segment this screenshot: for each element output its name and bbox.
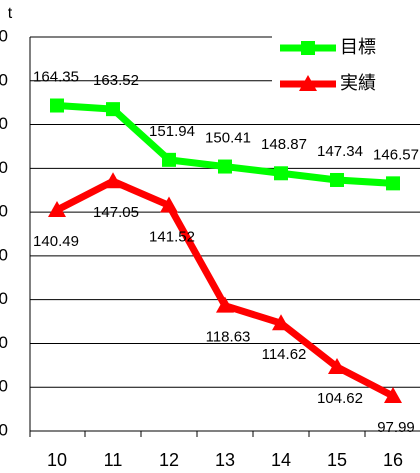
point (218, 159, 232, 174)
y-tick-label: 110 (0, 333, 8, 352)
point (216, 296, 234, 313)
point (50, 98, 64, 113)
data-label: 104.62 (317, 390, 363, 407)
y-tick-label: 170 (0, 70, 8, 89)
y-tick-label: 120 (0, 289, 8, 308)
data-label: 163.52 (93, 72, 139, 89)
data-label: 97.99 (377, 419, 415, 436)
x-tick-label: 13 (215, 450, 235, 470)
data-label: 146.57 (373, 146, 419, 163)
legend-box (272, 30, 420, 102)
data-label: 147.05 (93, 204, 139, 221)
point (386, 176, 400, 191)
point (162, 152, 176, 167)
x-tick-label: 16 (383, 450, 403, 470)
y-tick-label: 180 (0, 26, 8, 45)
data-label: 151.94 (149, 123, 195, 140)
point (272, 314, 290, 331)
data-label: 147.34 (317, 143, 363, 160)
data-label: 140.49 (33, 233, 79, 250)
y-tick-label: 140 (0, 202, 8, 221)
point (299, 75, 317, 91)
point (328, 357, 346, 374)
point (330, 172, 344, 187)
x-tick-label: 12 (159, 450, 179, 470)
y-tick-label: 130 (0, 245, 8, 264)
y-tick-label: 150 (0, 158, 8, 177)
x-tick-label: 10 (47, 450, 67, 470)
x-tick-label: 14 (271, 450, 291, 470)
point (160, 196, 178, 213)
legend-label: 目標 (340, 37, 376, 57)
y-tick-label: 160 (0, 114, 8, 133)
point (301, 41, 315, 55)
point (48, 200, 66, 217)
legend-label: 実績 (340, 73, 376, 93)
data-label: 148.87 (261, 136, 307, 153)
y-axis-label: t (8, 5, 13, 22)
data-label: 164.35 (33, 68, 79, 85)
point (384, 387, 402, 404)
x-tick-label: 15 (327, 450, 347, 470)
data-label: 118.63 (206, 329, 251, 346)
data-label: 114.62 (262, 346, 307, 363)
y-tick-label: 90 (0, 420, 8, 439)
data-label: 150.41 (205, 130, 251, 147)
y-tick-label: 100 (0, 377, 8, 396)
point (274, 166, 288, 181)
point (106, 102, 120, 117)
data-label: 141.52 (149, 228, 195, 245)
point (104, 172, 122, 189)
x-tick-label: 11 (104, 450, 123, 470)
